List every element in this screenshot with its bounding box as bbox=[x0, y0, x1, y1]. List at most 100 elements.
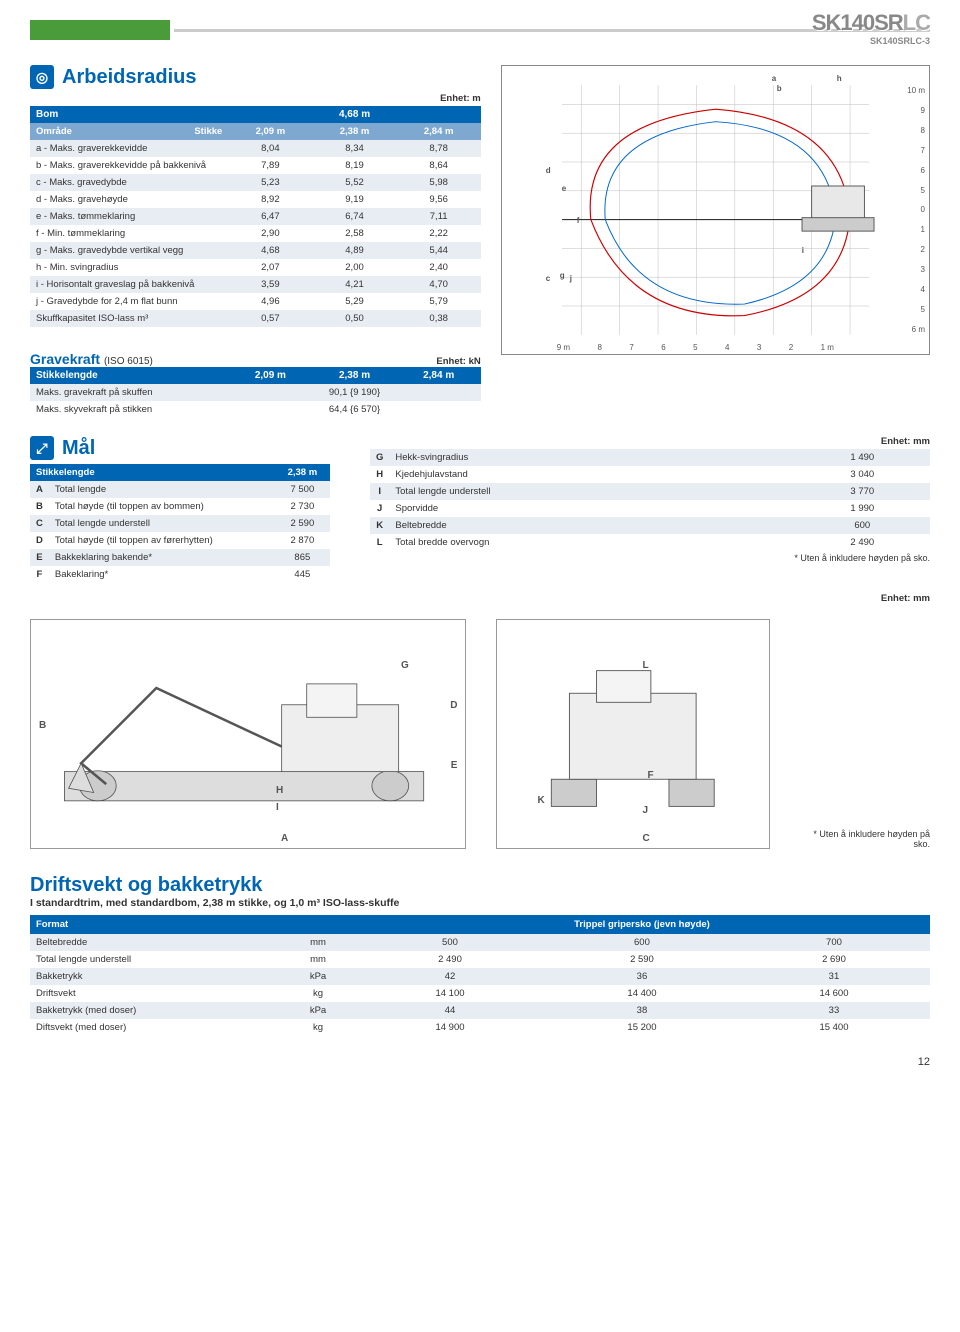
row-value: 15 400 bbox=[738, 1019, 930, 1036]
row-label: Total bredde overvogn bbox=[389, 534, 794, 551]
y-tick: 5 bbox=[907, 305, 925, 314]
row-value: 5,29 bbox=[312, 293, 396, 310]
front-view-diagram: L C J K F bbox=[496, 619, 770, 849]
arbeidsradius-unit: Enhet: m bbox=[30, 93, 481, 104]
mal-table-right: GHekk-svingradius1 490HKjedehjulavstand3… bbox=[370, 449, 930, 551]
table-row: Skuffkapasitet ISO-lass m³0,570,500,38 bbox=[30, 310, 481, 327]
row-value: 4,21 bbox=[312, 276, 396, 293]
table-row: ITotal lengde understell3 770 bbox=[370, 483, 930, 500]
row-label: h - Min. svingradius bbox=[30, 259, 228, 276]
row-label: b - Maks. graverekkevidde på bakkenivå bbox=[30, 157, 228, 174]
x-tick: 7 bbox=[629, 343, 633, 352]
y-tick: 6 m bbox=[907, 325, 925, 334]
row-value: 700 bbox=[738, 934, 930, 951]
arbeidsradius-table: Bom 4,68 m Område Stikke 2,09 m 2,38 m 2… bbox=[30, 106, 481, 327]
row-label: Beltebredde bbox=[389, 517, 794, 534]
table-row: Maks. gravekraft på skuffen 90,1 {9 190} bbox=[30, 384, 481, 401]
row-value: 2,22 bbox=[397, 225, 481, 242]
table-row: Beltebreddemm500600700 bbox=[30, 934, 930, 951]
table-row: Total lengde understellmm2 4902 5902 690 bbox=[30, 951, 930, 968]
ar-col-2: 2,84 m bbox=[397, 123, 481, 140]
row-value: 5,23 bbox=[228, 174, 312, 191]
row-value: 33 bbox=[738, 1002, 930, 1019]
gk-row1-label: Maks. skyvekraft på stikken bbox=[30, 401, 228, 418]
row-value: 3 770 bbox=[795, 483, 930, 500]
x-tick: 8 bbox=[598, 343, 602, 352]
model-badge: SK140SRLC SK140SRLC-3 bbox=[812, 10, 930, 46]
row-unit: kPa bbox=[282, 968, 354, 985]
table-row: e - Maks. tømmeklaring6,476,747,11 bbox=[30, 208, 481, 225]
row-value: 14 900 bbox=[354, 1019, 546, 1036]
row-value: 36 bbox=[546, 968, 738, 985]
row-label: i - Horisontalt graveslag på bakkenivå bbox=[30, 276, 228, 293]
gk-row0-label: Maks. gravekraft på skuffen bbox=[30, 384, 228, 401]
row-code: D bbox=[30, 532, 49, 549]
table-row: i - Horisontalt graveslag på bakkenivå3,… bbox=[30, 276, 481, 293]
driftsvekt-sub: I standardtrim, med standardbom, 2,38 m … bbox=[30, 897, 930, 909]
table-row: g - Maks. gravedybde vertikal vegg4,684,… bbox=[30, 242, 481, 259]
y-tick: 4 bbox=[907, 285, 925, 294]
gravekraft-iso: (ISO 6015) bbox=[104, 356, 153, 367]
row-label: Total lengde understell bbox=[49, 515, 275, 532]
gk-head: Stikkelengde bbox=[30, 367, 228, 384]
diagram-unit: Enhet: mm bbox=[30, 593, 930, 604]
row-value: 7 500 bbox=[275, 481, 330, 498]
row-value: 2,58 bbox=[312, 225, 396, 242]
table-row: d - Maks. gravehøyde8,929,199,56 bbox=[30, 191, 481, 208]
gk-col-1: 2,38 m bbox=[312, 367, 396, 384]
row-value: 2,90 bbox=[228, 225, 312, 242]
table-row: LTotal bredde overvogn2 490 bbox=[370, 534, 930, 551]
row-value: 2 870 bbox=[275, 532, 330, 549]
row-code: E bbox=[30, 549, 49, 566]
arbeidsradius-title: ◎ Arbeidsradius bbox=[30, 65, 481, 89]
row-code: K bbox=[370, 517, 389, 534]
row-value: 9,56 bbox=[397, 191, 481, 208]
table-row: HKjedehjulavstand3 040 bbox=[370, 466, 930, 483]
mal-col: 2,38 m bbox=[275, 464, 330, 481]
row-label: Beltebredde bbox=[30, 934, 282, 951]
y-tick: 7 bbox=[907, 146, 925, 155]
x-tick: 4 bbox=[725, 343, 729, 352]
model-sub: SK140SRLC-3 bbox=[812, 36, 930, 46]
omrade-stikke-cell: Område Stikke bbox=[30, 123, 228, 140]
row-label: a - Maks. graverekkevidde bbox=[30, 140, 228, 157]
table-row: Diftsvekt (med doser)kg14 90015 20015 40… bbox=[30, 1019, 930, 1036]
table-row: DTotal høyde (til toppen av førerhytten)… bbox=[30, 532, 330, 549]
y-tick: 8 bbox=[907, 126, 925, 135]
mal-title: ⤢ Mål bbox=[30, 436, 350, 460]
gk-row1-val: 64,4 {6 570} bbox=[228, 401, 480, 418]
row-value: 1 490 bbox=[795, 449, 930, 466]
gravekraft-title-text: Gravekraft bbox=[30, 351, 100, 367]
arbeidsradius-title-text: Arbeidsradius bbox=[62, 66, 196, 89]
table-row: GHekk-svingradius1 490 bbox=[370, 449, 930, 466]
gravekraft-title: Gravekraft (ISO 6015) bbox=[30, 351, 153, 367]
row-value: 8,92 bbox=[228, 191, 312, 208]
table-row: ATotal lengde7 500 bbox=[30, 481, 330, 498]
mal-title-text: Mål bbox=[62, 437, 95, 460]
table-row: KBeltebredde600 bbox=[370, 517, 930, 534]
x-tick: 1 m bbox=[821, 343, 834, 352]
row-value: 1 990 bbox=[795, 500, 930, 517]
row-label: g - Maks. gravedybde vertikal vegg bbox=[30, 242, 228, 259]
row-label: Total høyde (til toppen av førerhytten) bbox=[49, 532, 275, 549]
row-value: 8,04 bbox=[228, 140, 312, 157]
row-value: 0,38 bbox=[397, 310, 481, 327]
row-code: A bbox=[30, 481, 49, 498]
row-label: Bakketrykk bbox=[30, 968, 282, 985]
row-value: 2,07 bbox=[228, 259, 312, 276]
row-label: d - Maks. gravehøyde bbox=[30, 191, 228, 208]
row-value: 2 590 bbox=[275, 515, 330, 532]
mal-table-left: Stikkelengde2,38 m ATotal lengde7 500BTo… bbox=[30, 464, 330, 583]
row-value: 4,68 bbox=[228, 242, 312, 259]
row-unit: mm bbox=[282, 934, 354, 951]
row-value: 6,47 bbox=[228, 208, 312, 225]
row-label: Skuffkapasitet ISO-lass m³ bbox=[30, 310, 228, 327]
x-tick: 3 bbox=[757, 343, 761, 352]
row-label: Total lengde bbox=[49, 481, 275, 498]
row-value: 38 bbox=[546, 1002, 738, 1019]
ar-col-1: 2,38 m bbox=[312, 123, 396, 140]
header-bar bbox=[30, 20, 930, 40]
table-row: h - Min. svingradius2,072,002,40 bbox=[30, 259, 481, 276]
gk-row0-val: 90,1 {9 190} bbox=[228, 384, 480, 401]
row-value: 4,96 bbox=[228, 293, 312, 310]
